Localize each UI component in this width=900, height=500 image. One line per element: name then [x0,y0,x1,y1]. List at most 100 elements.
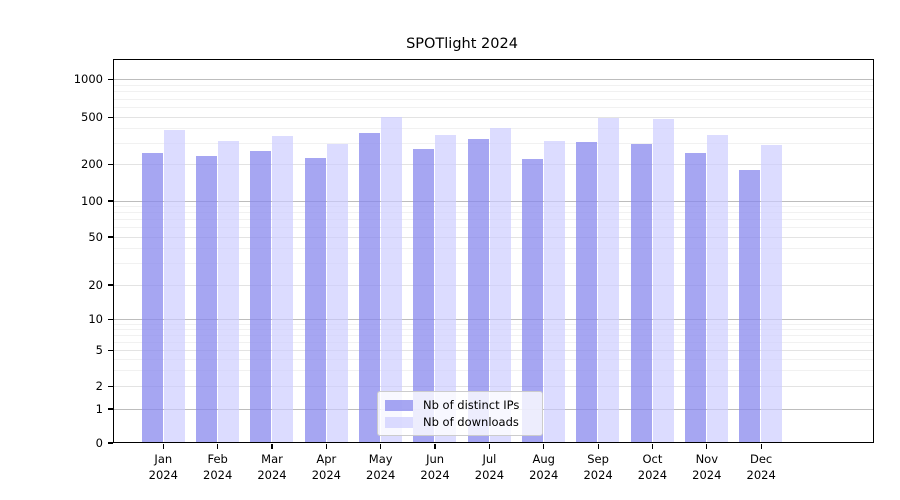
x-tick-label-year: 2024 [474,467,505,482]
y-tick-label: 200 [81,157,103,171]
x-tick-label-month: May [368,452,393,466]
y-tick-label: 10 [88,312,103,326]
x-tick-label-jun: Jun 2024 [405,452,465,483]
y-tick-label: 1000 [73,72,103,86]
y-tick-mark [108,200,113,202]
bar-downloads-apr [326,144,348,442]
y-tick-mark [108,408,113,410]
y-tick-mark [108,163,113,166]
bar-distinct-ips-apr [304,158,326,442]
gridline-minor [114,98,873,100]
x-tick-mark [217,444,219,449]
x-tick-label-oct: Oct 2024 [622,452,682,483]
x-tick-label-month: Jul [482,452,497,466]
x-tick-label-month: Jan [154,452,173,466]
legend-label-downloads: Nb of downloads [423,415,519,429]
x-tick-label-year: 2024 [203,467,233,482]
x-tick-label-month: Oct [642,452,663,466]
x-tick-mark [271,444,273,449]
legend-item-distinct-ips: Nb of distinct IPs [385,398,534,413]
y-tick-mark [108,236,113,238]
plot-area [113,59,874,443]
x-tick-label-month: Apr [316,452,337,466]
x-tick-label-year: 2024 [637,467,668,482]
x-tick-mark [597,444,599,449]
y-tick-mark [108,116,113,118]
x-tick-label-may: May 2024 [351,452,411,483]
x-tick-label-month: Mar [261,452,283,466]
bar-distinct-ips-nov [685,153,706,442]
x-tick-label-year: 2024 [692,467,722,482]
x-tick-label-sep: Sep 2024 [568,452,628,483]
bar-distinct-ips-jul [467,139,489,442]
legend: Nb of distinct IPs Nb of downloads [377,391,543,436]
x-tick-mark [760,444,762,449]
bar-downloads-may [380,117,402,442]
x-tick-label-apr: Apr 2024 [296,452,356,483]
bar-downloads-jun [435,134,457,442]
y-tick-label: 5 [95,343,103,357]
y-tick-label: 20 [88,277,103,292]
y-tick-mark [108,318,113,321]
x-tick-label-year: 2024 [366,467,396,482]
x-tick-label-year: 2024 [746,467,776,482]
bar-downloads-mar [272,135,294,442]
x-tick-label-month: Dec [750,452,773,466]
x-tick-label-month: Sep [587,452,609,466]
y-tick-mark [108,442,113,444]
bar-downloads-aug [543,140,565,442]
x-tick-label-dec: Dec 2024 [731,452,791,483]
bar-distinct-ips-mar [250,150,272,442]
y-tick-label: 500 [81,109,103,124]
y-tick-mark [108,78,113,81]
y-tick-label: 50 [88,229,103,244]
x-tick-label-feb: Feb 2024 [188,452,248,483]
x-tick-label-year: 2024 [583,467,613,482]
bar-downloads-nov [707,135,728,442]
x-tick-mark [380,444,382,449]
x-tick-label-month: Nov [695,452,719,466]
legend-swatch-distinct-ips [385,400,413,411]
bar-downloads-dec [761,145,783,442]
gridline-minor [114,84,873,86]
gridline [114,79,873,81]
x-tick-mark [651,444,654,449]
x-tick-label-year: 2024 [148,467,178,482]
x-tick-label-nov: Nov 2024 [677,452,737,483]
x-tick-mark [543,444,545,449]
x-tick-label-month: Aug [532,452,555,466]
gridline-minor [114,107,873,109]
bar-downloads-jul [489,127,511,442]
y-tick-label: 2 [95,379,103,393]
bar-distinct-ips-aug [521,158,543,442]
legend-item-downloads: Nb of downloads [385,415,534,430]
x-tick-label-year: 2024 [529,467,559,482]
y-tick-label: 1 [95,401,103,416]
y-tick-mark [108,349,113,352]
bar-distinct-ips-may [358,133,380,442]
bar-distinct-ips-jan [141,152,163,442]
bar-distinct-ips-dec [739,170,761,442]
y-tick-label: 100 [81,193,103,208]
x-tick-label-aug: Aug 2024 [514,452,574,483]
x-tick-label-year: 2024 [257,467,287,482]
x-tick-label-year: 2024 [420,467,450,482]
legend-swatch-downloads [385,417,413,428]
x-tick-mark [325,444,327,449]
gridline [114,117,873,118]
bar-downloads-sep [598,118,620,442]
bar-downloads-oct [652,118,674,442]
chart-title: SPOTlight 2024 [406,36,518,52]
x-tick-mark [162,444,164,449]
gridline-minor [114,91,873,93]
y-tick-mark [108,385,113,388]
x-tick-label-jul: Jul 2024 [459,452,519,483]
x-tick-mark [488,444,490,449]
bar-distinct-ips-feb [195,155,217,442]
x-tick-label-month: Jun [426,452,445,466]
x-tick-mark [434,444,436,449]
x-tick-label-mar: Mar 2024 [242,452,302,483]
legend-label-distinct-ips: Nb of distinct IPs [423,398,520,412]
x-tick-label-year: 2024 [311,467,341,482]
